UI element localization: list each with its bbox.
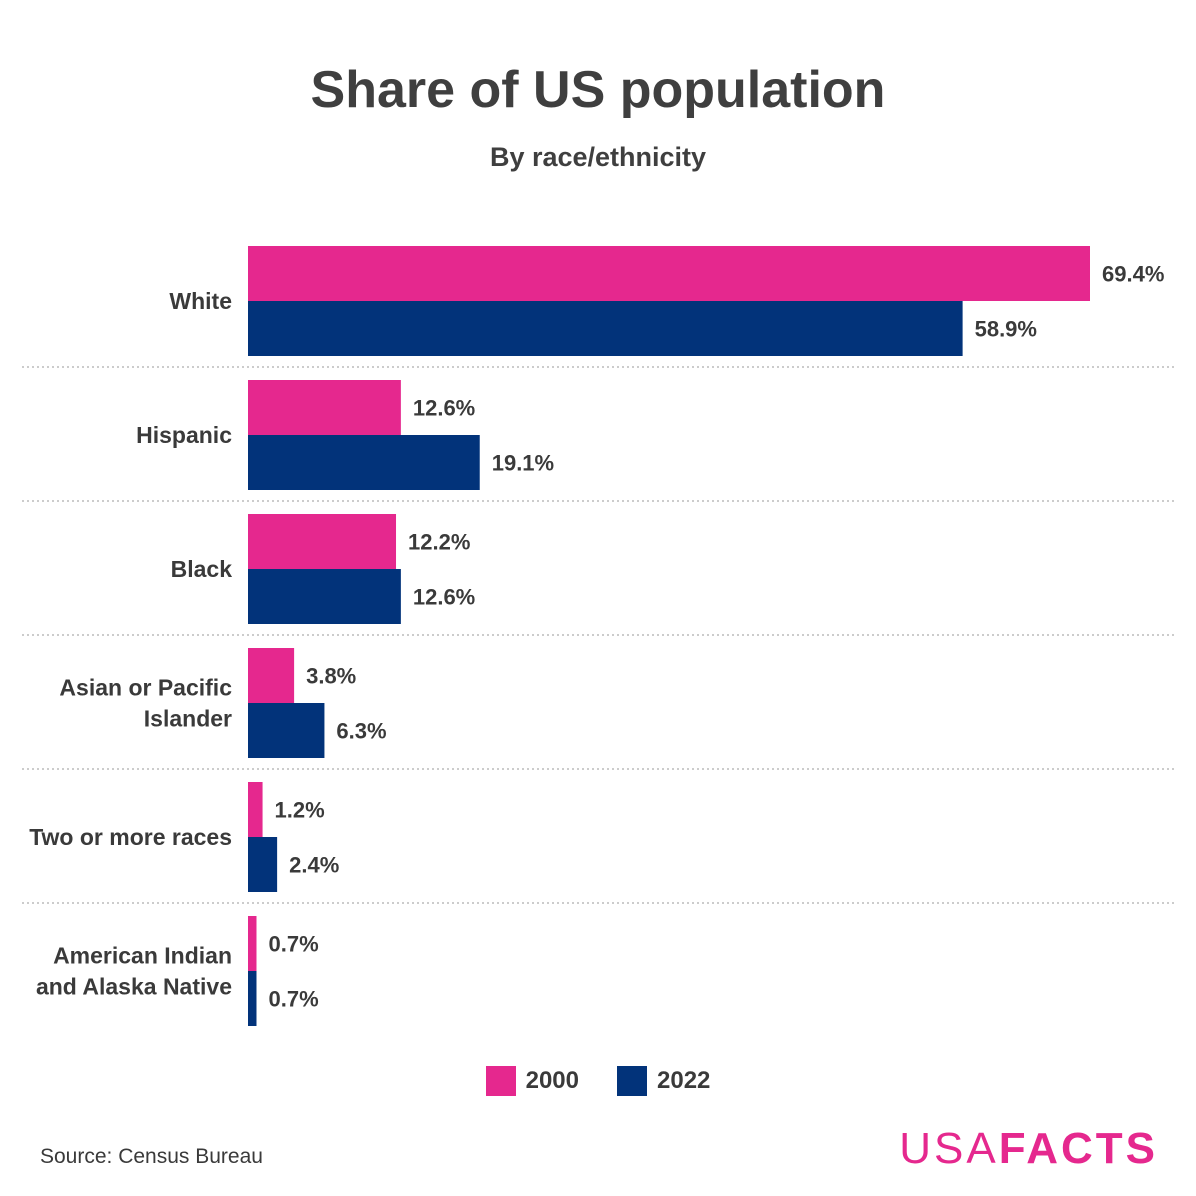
value-label-2022: 2.4% — [289, 853, 339, 878]
legend: 2000 2022 — [0, 1066, 1196, 1096]
value-label-2000: 0.7% — [268, 932, 318, 957]
bar-2000 — [248, 246, 1090, 301]
value-label-2000: 1.2% — [275, 798, 325, 823]
category-label-line: Hispanic — [136, 422, 232, 448]
value-label-2000: 3.8% — [306, 664, 356, 689]
category-label: Hispanic — [136, 422, 232, 448]
value-label-2022: 12.6% — [413, 585, 475, 610]
bar-2022 — [248, 435, 480, 490]
value-label-2022: 19.1% — [492, 451, 554, 476]
bar-2022 — [248, 569, 401, 624]
chart-subtitle: By race/ethnicity — [489, 142, 707, 172]
usafacts-logo: USAFACTS — [899, 1124, 1158, 1174]
bar-2000 — [248, 782, 263, 837]
bar-2022 — [248, 837, 278, 892]
value-label-2000: 12.2% — [408, 530, 470, 555]
source-note: Source: Census Bureau — [40, 1145, 263, 1168]
category-label: White — [169, 288, 232, 314]
legend-label-2000: 2000 — [525, 1067, 579, 1094]
bar-2000 — [248, 514, 397, 569]
category-label-line: Black — [171, 556, 233, 582]
logo-text-usa: USA — [899, 1124, 999, 1173]
category-label-line: Two or more races — [29, 824, 232, 850]
category-label-line: White — [169, 288, 232, 314]
value-label-2022: 6.3% — [336, 719, 386, 744]
legend-item-2022: 2022 — [617, 1066, 710, 1096]
bar-2022 — [248, 971, 257, 1026]
legend-swatch-2000 — [485, 1066, 516, 1096]
value-label-2000: 12.6% — [413, 396, 475, 421]
value-label-2022: 58.9% — [975, 317, 1037, 342]
bar-2000 — [248, 380, 401, 435]
category-label-line: American Indian — [53, 943, 232, 969]
category-label-line: Asian or Pacific — [59, 675, 232, 701]
bar-2022 — [248, 703, 325, 758]
logo-text-facts: FACTS — [998, 1124, 1158, 1173]
bar-chart: White 69.4% 58.9% Hispanic 12.6% 19.1% Black 12… — [22, 246, 1174, 1026]
legend-label-2022: 2022 — [657, 1067, 711, 1094]
bar-2000 — [248, 648, 295, 703]
value-label-2000: 69.4% — [1102, 262, 1164, 287]
chart-title: Share of US population — [310, 61, 886, 119]
legend-item-2000: 2000 — [485, 1066, 579, 1096]
bar-2022 — [248, 301, 963, 356]
category-label: American Indian and Alaska Native — [36, 943, 232, 1000]
bar-2000 — [248, 916, 257, 971]
value-label-2022: 0.7% — [268, 987, 318, 1012]
category-label: Two or more races — [29, 824, 232, 850]
category-label-line: Islander — [144, 706, 232, 732]
legend-swatch-2022 — [617, 1066, 647, 1096]
category-label: Black — [171, 556, 233, 582]
category-label: Asian or Pacific Islander — [59, 675, 232, 732]
category-label-line: and Alaska Native — [36, 974, 232, 1000]
